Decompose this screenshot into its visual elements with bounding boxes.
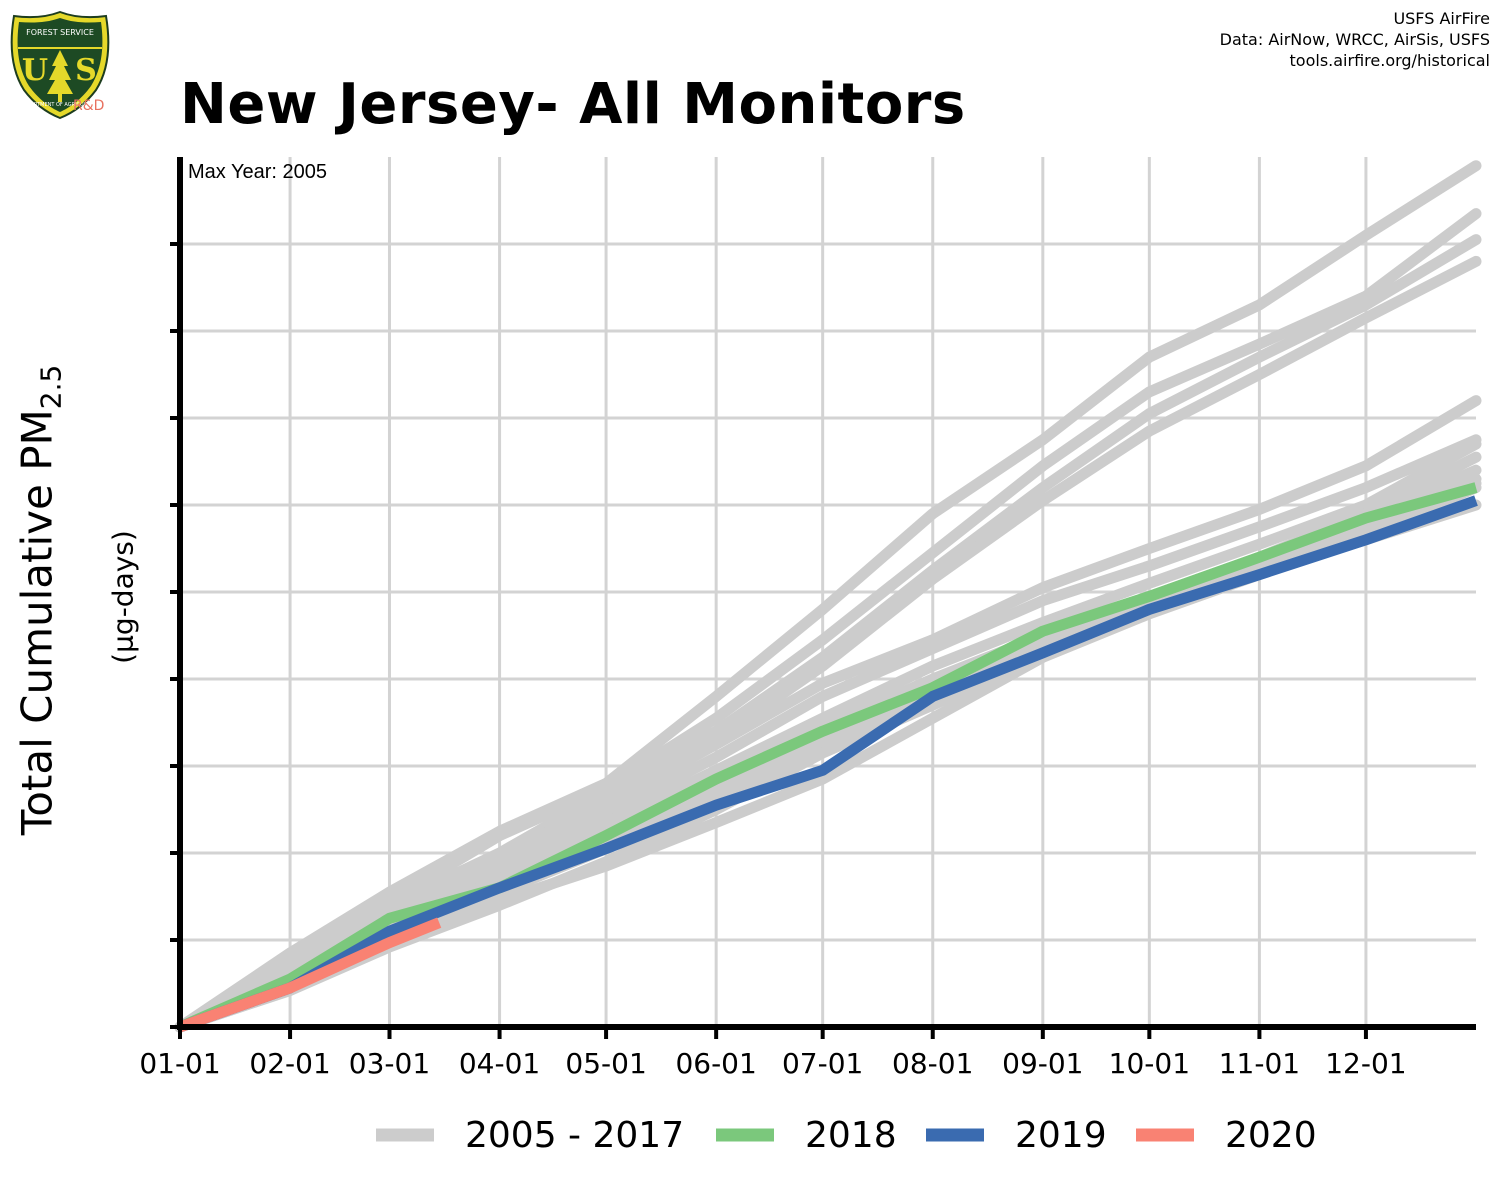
- x-tick-label: 10-01: [1109, 1047, 1190, 1080]
- x-tick-label: 08-01: [892, 1047, 973, 1080]
- credit-line: Data: AirNow, WRCC, AirSis, USFS: [1219, 30, 1490, 49]
- x-tick-label: 03-01: [349, 1047, 430, 1080]
- logo-letter-s: S: [75, 53, 97, 88]
- legend-label: 2018: [805, 1115, 897, 1156]
- credit-line: tools.airfire.org/historical: [1289, 51, 1490, 70]
- logo-tree-icon: [47, 50, 73, 94]
- x-tick-label: 12-01: [1325, 1047, 1406, 1080]
- highlight-series-layer: [177, 482, 1478, 1033]
- chart-title: New Jersey- All Monitors: [180, 72, 966, 137]
- background-year-line: [174, 208, 1482, 1033]
- logo-top-text: FOREST SERVICE: [26, 28, 94, 37]
- x-tick-label: 05-01: [565, 1047, 646, 1080]
- logo-bottom-text: DEPARTMENT OF AGRICULTURE: [21, 102, 99, 108]
- credits: USFS AirFire Data: AirNow, WRCC, AirSis,…: [1220, 8, 1490, 71]
- max-year-annotation: Max Year: 2005: [188, 161, 327, 183]
- background-year-line: [174, 160, 1482, 1033]
- usfs-shield-icon: FOREST SERVICE U S DEPARTMENT OF AGRICUL…: [10, 10, 110, 120]
- x-tick-label: 04-01: [459, 1047, 540, 1080]
- axis-layer: [170, 157, 1476, 1039]
- background-year-line: [174, 255, 1482, 1033]
- x-tick-label: 07-01: [782, 1047, 863, 1080]
- legend-label: 2005 - 2017: [465, 1115, 684, 1156]
- series-line-2020: [178, 917, 442, 1033]
- legend-label: 2019: [1015, 1115, 1107, 1156]
- background-series-layer: [174, 160, 1482, 1033]
- credit-line: USFS AirFire: [1393, 9, 1490, 28]
- legend: 2005 - 2017 2018 2019 2020: [376, 1115, 1317, 1156]
- logo-letter-u: U: [22, 53, 48, 88]
- series-line-2019: [178, 495, 1478, 1033]
- logo-rd-badge: R&D: [73, 98, 105, 114]
- series-line-2018: [177, 482, 1478, 1033]
- x-tick-label: 06-01: [675, 1047, 756, 1080]
- usfs-logo: FOREST SERVICE U S DEPARTMENT OF AGRICUL…: [8, 10, 112, 120]
- x-tick-label: 01-01: [139, 1047, 220, 1080]
- x-tick-labels: 01-01 02-01 03-01 04-01 05-01 06-01 07-01 08-01…: [139, 1047, 1406, 1080]
- x-tick-label: 11-01: [1219, 1047, 1300, 1080]
- x-tick-label: 09-01: [1002, 1047, 1083, 1080]
- x-tick-label: 02-01: [249, 1047, 330, 1080]
- legend-label: 2020: [1225, 1115, 1317, 1156]
